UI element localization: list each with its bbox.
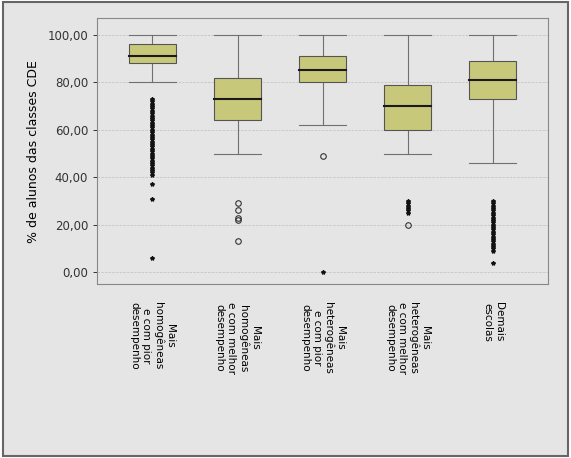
Text: Demais
escolas: Demais escolas <box>482 302 504 342</box>
Text: Mais
homogêneas
e com melhor
desempenho: Mais homogêneas e com melhor desempenho <box>215 302 260 374</box>
Bar <box>129 44 176 63</box>
Bar <box>214 77 261 120</box>
Text: Mais
heterogêneas
e com melhor
desempenho: Mais heterogêneas e com melhor desempenh… <box>385 302 431 374</box>
Y-axis label: % de alunos das classes CDE: % de alunos das classes CDE <box>27 60 41 243</box>
Bar <box>299 56 346 82</box>
Bar <box>469 61 516 99</box>
Text: Mais
heterogêneas
e com pior
desempenho: Mais heterogêneas e com pior desempenho <box>300 302 345 374</box>
Text: Mais
homogêneas
e com pior
desempenho: Mais homogêneas e com pior desempenho <box>130 302 175 370</box>
Bar <box>384 85 431 130</box>
